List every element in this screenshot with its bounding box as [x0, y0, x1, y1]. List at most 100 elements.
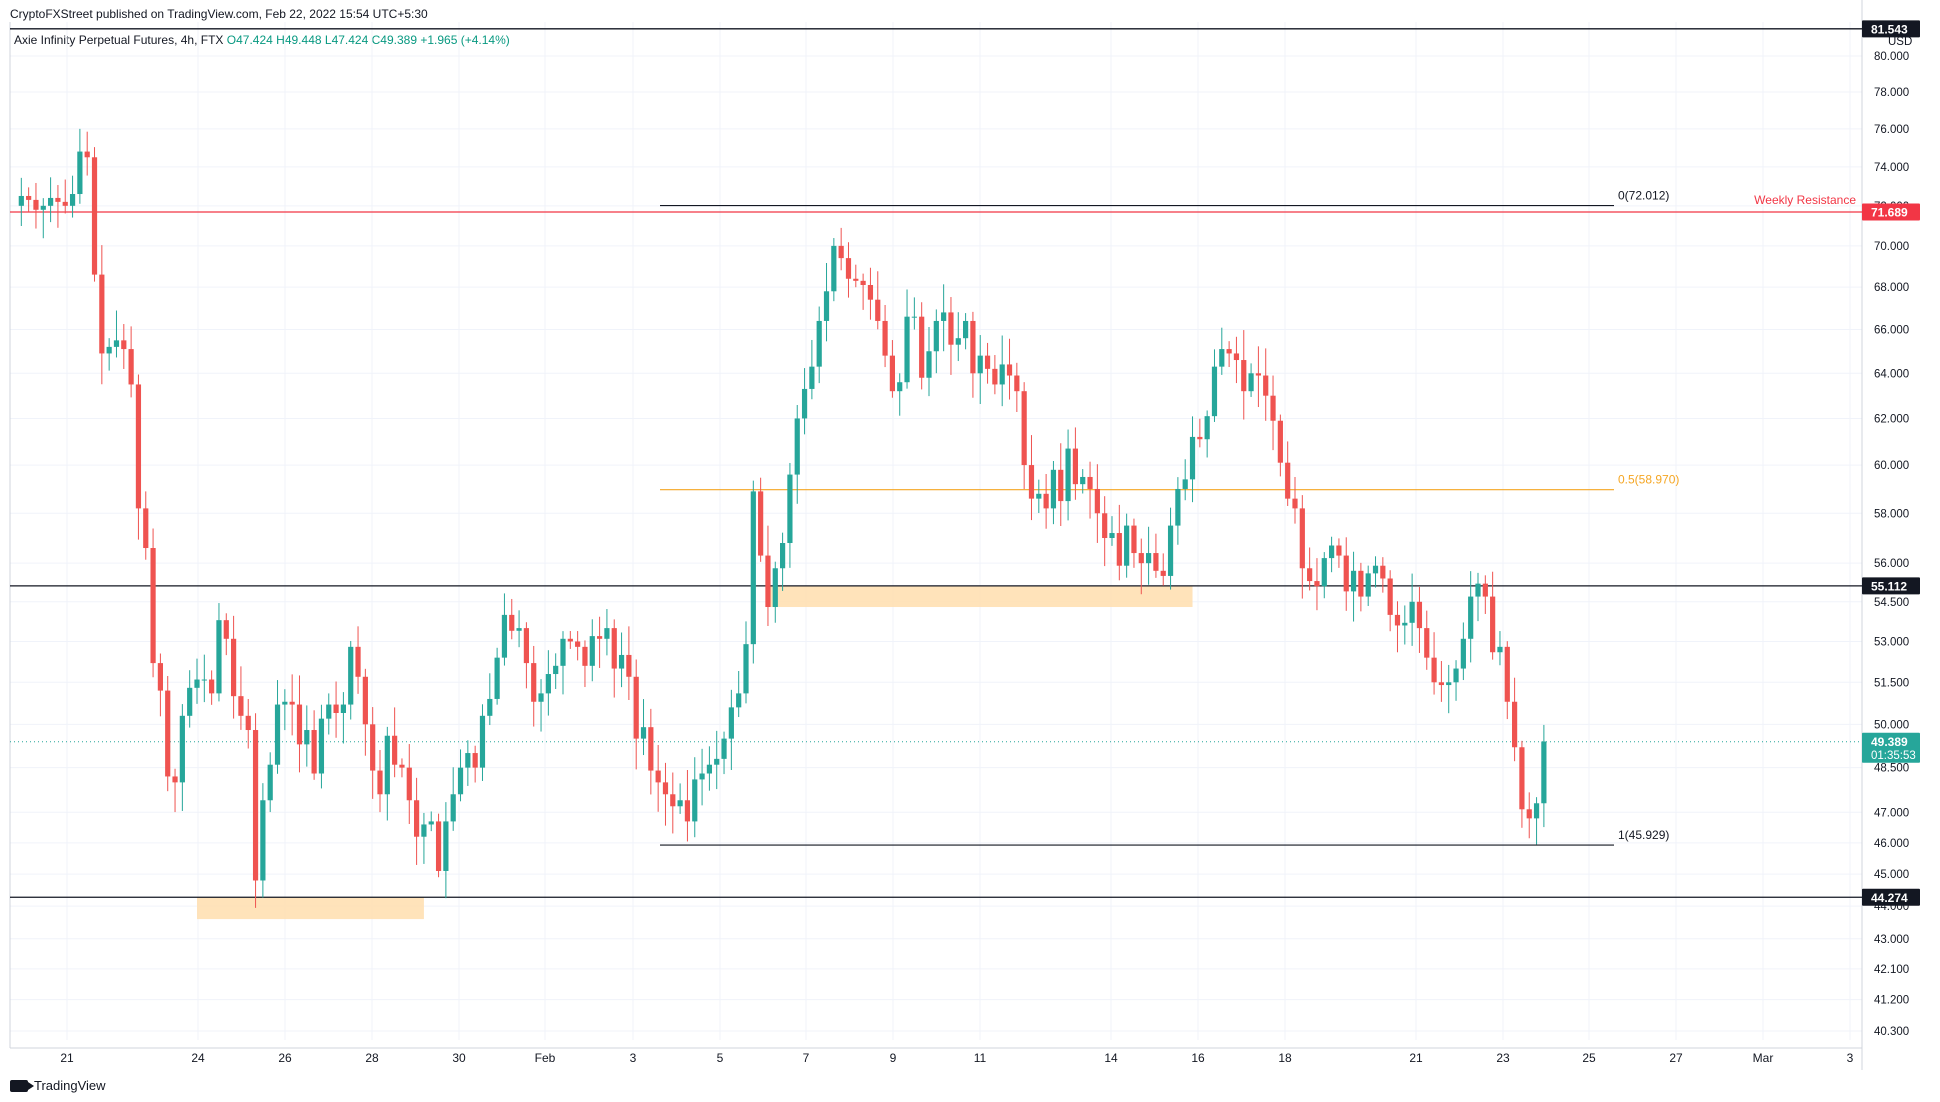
candle-up [538, 693, 544, 702]
candle-up [1109, 533, 1115, 539]
price-axis: 80.00078.00076.00074.00072.00070.00068.0… [1862, 20, 1920, 1038]
candle-up [1446, 682, 1452, 686]
publisher-credit: CryptoFXStreet published on TradingView.… [10, 7, 428, 21]
tradingview-logo: TradingView [10, 1078, 106, 1093]
candle-down [1307, 568, 1313, 582]
candle-down [1336, 545, 1342, 556]
candle-down [377, 770, 383, 795]
candle-down [765, 555, 771, 608]
candle-down [435, 821, 442, 871]
price-badge-value: 81.543 [1871, 22, 1908, 36]
price-tick-label: 42.100 [1874, 964, 1909, 976]
time-tick-label: 25 [1582, 1051, 1596, 1065]
candle-up [113, 340, 120, 347]
candle-down [311, 730, 317, 774]
time-tick-label: 24 [191, 1051, 205, 1065]
candle-down [867, 285, 874, 300]
candle-up [1080, 476, 1086, 485]
candle-up [428, 821, 434, 825]
candle-down [1263, 375, 1269, 396]
demand-zone [197, 897, 424, 920]
time-tick-label: 21 [1409, 1051, 1423, 1065]
time-tick-label: 11 [974, 1051, 987, 1065]
candle-down [1285, 462, 1291, 499]
candle-down [1394, 614, 1401, 626]
candle-down [238, 696, 244, 716]
candle-up [640, 727, 647, 739]
candle-down [1504, 646, 1510, 702]
candle-down [1380, 565, 1386, 579]
candle-down [684, 800, 691, 822]
candle-down [523, 628, 529, 664]
candle-down [370, 724, 376, 771]
candle-down [1058, 469, 1064, 502]
time-tick-label: 3 [630, 1051, 637, 1065]
candle-down [223, 620, 229, 639]
candle-down [399, 764, 405, 768]
candle-down [121, 340, 127, 350]
candle-down [62, 201, 68, 206]
candle-down [1314, 581, 1320, 587]
candle-down [1094, 488, 1100, 514]
currency-label: USD [1888, 36, 1912, 48]
candle-down [355, 646, 361, 677]
price-badge-value: 44.274 [1871, 891, 1908, 905]
candle-up [1204, 416, 1210, 440]
candle-down [296, 704, 303, 745]
candle-down [157, 663, 163, 691]
candle-down [91, 157, 98, 275]
candle-up [604, 628, 610, 639]
price-tick-label: 54.500 [1874, 597, 1909, 609]
time-tick-label: 30 [452, 1051, 466, 1065]
candle-down [1512, 701, 1518, 748]
symbol-name: Axie Infinity Perpetual Futures, 4h, FTX [14, 33, 224, 47]
candle-up [553, 665, 559, 675]
candle-up [1211, 366, 1218, 417]
price-tick-label: 40.300 [1874, 1026, 1909, 1038]
candle-down [128, 349, 134, 385]
time-tick-label: 18 [1278, 1051, 1292, 1065]
candle-down [875, 299, 881, 321]
candle-down [333, 704, 339, 713]
candle-down [845, 258, 852, 279]
candle-up [794, 418, 800, 475]
time-tick-label: 23 [1496, 1051, 1510, 1065]
candle-up [750, 491, 756, 645]
candle-down [882, 320, 888, 356]
time-tick-label: 9 [890, 1051, 897, 1065]
candle-down [648, 727, 654, 771]
candle-down [567, 638, 573, 642]
candle-down [1138, 553, 1144, 564]
candle-up [692, 779, 698, 822]
candle-down [1431, 657, 1437, 683]
candle-down [26, 195, 32, 200]
candle-up [282, 701, 288, 705]
candle-up [1365, 573, 1371, 597]
candle-down [860, 280, 866, 286]
candle-down [1160, 570, 1166, 576]
candle-up [1036, 493, 1042, 499]
candle-up [1065, 448, 1071, 502]
candle-up [326, 704, 332, 719]
price-tick-label: 53.000 [1874, 636, 1909, 648]
candle-up [816, 320, 822, 367]
candle-up [772, 568, 778, 608]
candle-down [889, 355, 895, 392]
candle-up [801, 388, 808, 419]
candle-up [1453, 668, 1459, 683]
price-tick-label: 45.000 [1874, 869, 1909, 881]
price-tick-label: 80.000 [1874, 51, 1909, 63]
candle-up [1329, 545, 1335, 559]
grid [10, 22, 1862, 1040]
candle-up [179, 715, 185, 783]
price-badge-value: 55.112 [1871, 579, 1907, 593]
candle-up [1372, 565, 1379, 574]
candle-down [1028, 465, 1035, 499]
candle-up [618, 654, 625, 669]
candle-up [1248, 373, 1254, 392]
price-tick-label: 78.000 [1874, 87, 1909, 99]
candle-up [787, 474, 793, 544]
candle-up [421, 824, 427, 837]
candle-down [1416, 601, 1423, 629]
